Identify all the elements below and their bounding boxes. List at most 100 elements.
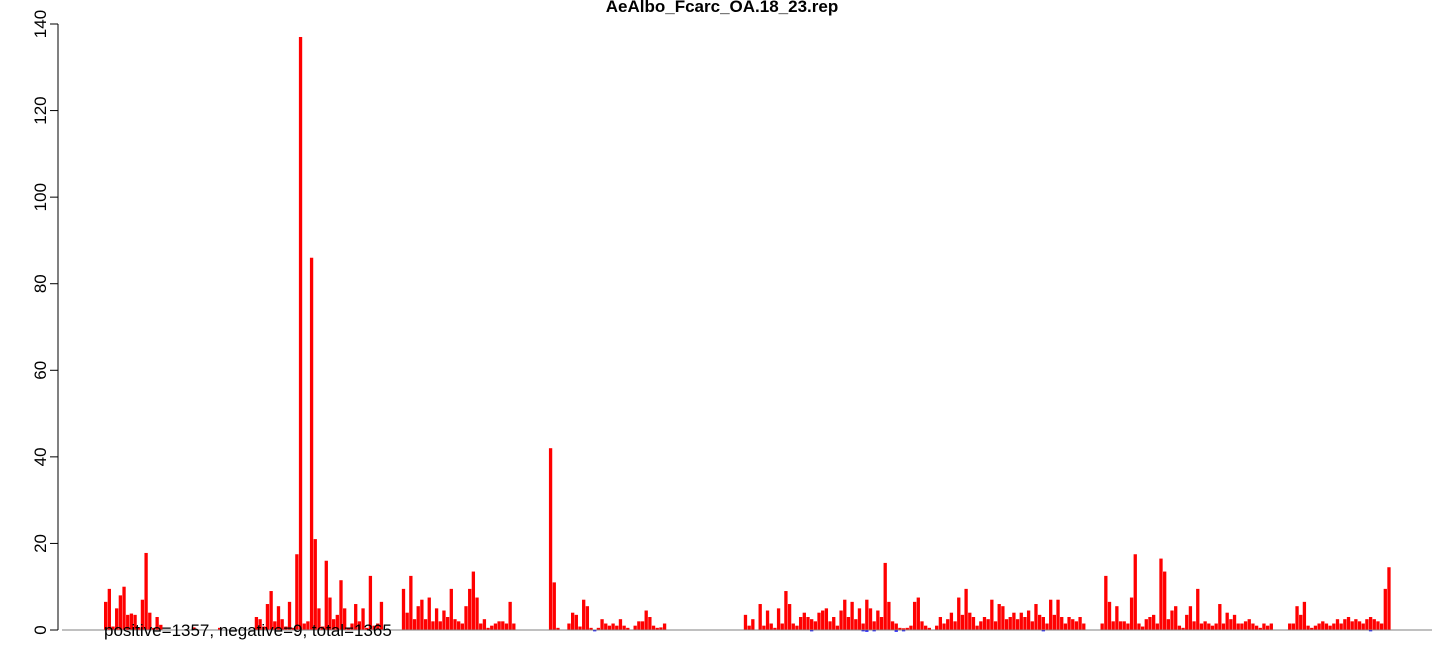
positive-bar xyxy=(1140,626,1145,630)
positive-bar xyxy=(582,599,586,630)
positive-bar xyxy=(843,599,847,630)
positive-bar xyxy=(618,619,623,630)
positive-bar xyxy=(331,619,336,630)
positive-bar xyxy=(846,617,851,630)
positive-bar xyxy=(401,588,406,630)
positive-bar xyxy=(1082,623,1086,630)
positive-bar xyxy=(409,575,413,630)
y-tick-label: 120 xyxy=(31,96,50,124)
positive-bar xyxy=(1037,614,1042,630)
positive-bar xyxy=(747,625,751,630)
positive-bar xyxy=(769,623,773,630)
positive-bar xyxy=(1350,621,1354,630)
positive-bar xyxy=(1166,619,1170,630)
positive-bar xyxy=(1383,588,1387,630)
positive-bar xyxy=(372,625,376,630)
positive-bar xyxy=(1361,623,1365,630)
positive-bar xyxy=(335,614,339,630)
positive-bar xyxy=(762,625,766,630)
positive-bar xyxy=(920,621,924,630)
positive-bar xyxy=(475,597,479,630)
positive-bar xyxy=(997,604,1001,630)
positive-bar xyxy=(368,575,373,630)
positive-bar xyxy=(1004,619,1009,630)
positive-bar xyxy=(438,621,442,630)
positive-bar xyxy=(1045,623,1049,630)
positive-bar xyxy=(144,552,148,630)
positive-bar xyxy=(751,619,755,630)
positive-bar xyxy=(464,606,468,630)
positive-bar xyxy=(1155,623,1159,630)
positive-bar xyxy=(1343,619,1347,630)
positive-bar xyxy=(607,625,612,630)
negative-bar xyxy=(810,630,814,632)
positive-bar xyxy=(265,604,270,630)
positive-bar xyxy=(343,608,347,630)
positive-bar xyxy=(1115,606,1119,630)
positive-bar xyxy=(1254,625,1259,630)
positive-bar xyxy=(320,626,325,630)
positive-bar xyxy=(743,614,748,630)
positive-bar xyxy=(1269,623,1273,630)
positive-bar xyxy=(1133,554,1137,630)
positive-bar xyxy=(868,608,873,630)
positive-bar xyxy=(159,624,163,630)
positive-bar xyxy=(155,617,159,630)
positive-bar xyxy=(1060,617,1064,630)
positive-bar xyxy=(262,626,266,630)
positive-bar xyxy=(129,613,134,630)
positive-bar xyxy=(872,621,876,630)
positive-bar xyxy=(111,626,115,630)
positive-bar xyxy=(1049,599,1053,630)
positive-bar xyxy=(445,617,450,630)
positive-bar xyxy=(1291,623,1296,630)
positive-bar xyxy=(302,623,306,630)
positive-bar xyxy=(832,617,836,630)
positive-bar xyxy=(1339,623,1343,630)
positive-bar xyxy=(1137,623,1141,630)
positive-bar xyxy=(1365,619,1369,630)
positive-bar xyxy=(890,621,895,630)
positive-bar xyxy=(284,626,288,630)
positive-bar xyxy=(1229,619,1233,630)
positive-bar xyxy=(306,621,310,630)
positive-bar xyxy=(802,612,806,630)
positive-bar xyxy=(975,625,979,630)
positive-bar xyxy=(1302,601,1307,630)
positive-bar xyxy=(1199,623,1204,630)
positive-bar xyxy=(504,623,509,630)
positive-bar xyxy=(659,627,663,630)
positive-bar xyxy=(192,627,196,630)
chart-title: AeAlbo_Fcarc_OA.18_23.rep xyxy=(606,0,838,16)
positive-bar xyxy=(115,608,119,630)
positive-bar xyxy=(1376,621,1380,630)
positive-bar xyxy=(1170,610,1174,630)
positive-bar xyxy=(357,621,362,630)
positive-bar xyxy=(431,621,435,630)
positive-bar xyxy=(1177,625,1182,630)
negative-bar xyxy=(894,630,898,632)
positive-bar xyxy=(1321,621,1325,630)
positive-bar xyxy=(1357,621,1362,630)
positive-bar xyxy=(1188,606,1193,630)
positive-bar xyxy=(589,627,593,630)
y-tick-label: 20 xyxy=(31,534,50,553)
positive-bar xyxy=(295,554,299,630)
positive-bar xyxy=(1008,617,1012,630)
positive-bar xyxy=(1001,606,1005,630)
y-tick-label: 80 xyxy=(31,274,50,293)
positive-bar xyxy=(780,623,784,630)
positive-bar xyxy=(107,588,111,630)
positive-bar xyxy=(857,608,862,630)
positive-bar xyxy=(662,623,667,630)
positive-bar xyxy=(449,588,453,630)
negative-bar xyxy=(865,630,869,632)
positive-bar xyxy=(1163,571,1167,630)
positive-bar xyxy=(850,601,854,630)
negative-bar xyxy=(901,630,906,632)
positive-bar xyxy=(1221,623,1226,630)
positive-bar xyxy=(1236,623,1240,630)
positive-bar xyxy=(861,623,865,630)
positive-bar xyxy=(1354,619,1358,630)
